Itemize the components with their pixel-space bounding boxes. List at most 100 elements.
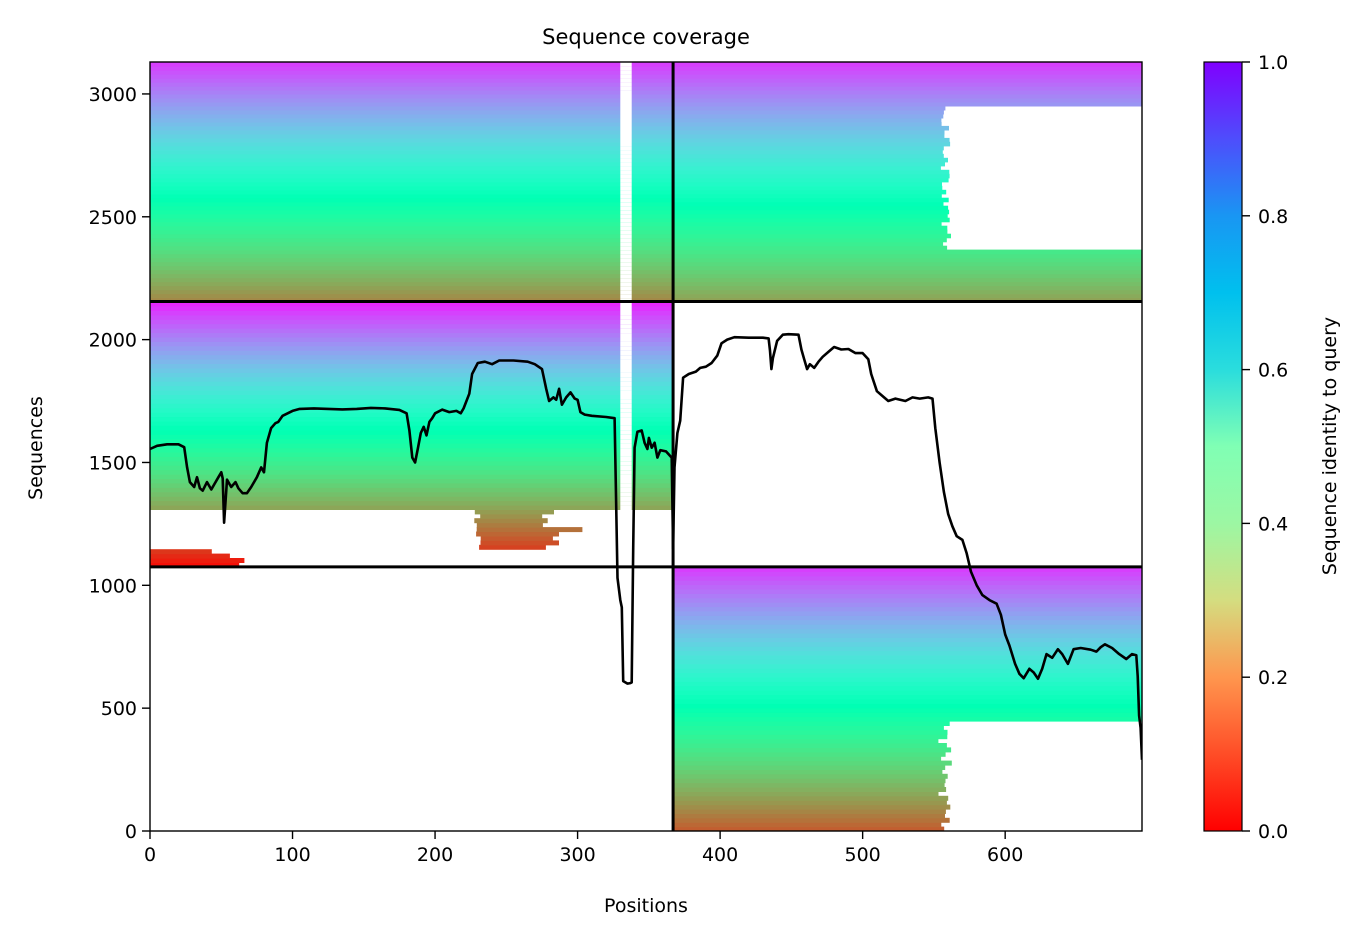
heatmap-gap [620, 125, 632, 131]
heatmap-row [150, 70, 674, 75]
heatmap-row [150, 491, 674, 497]
heatmap-row [673, 165, 941, 171]
heatmap-row [150, 169, 674, 175]
heatmap-row [673, 615, 1142, 621]
heatmap-gap [620, 86, 632, 91]
heatmap-row [673, 70, 1142, 75]
heatmap-row [673, 716, 1142, 722]
heatmap-gap [620, 509, 632, 515]
heatmap-row [476, 522, 543, 528]
heatmap-row [150, 177, 674, 183]
colorbar: 0.0 0.2 0.4 0.6 0.8 1.0 Sequence identity to … [1203, 52, 1341, 843]
heatmap-gap [620, 165, 632, 171]
heatmap-row [673, 153, 944, 159]
heatmap-gap [620, 323, 632, 329]
heatmap-row [673, 593, 1142, 599]
heatmap-gap [620, 181, 632, 187]
heatmap-row [150, 465, 674, 471]
plot-area [150, 62, 1142, 831]
heatmap-gap [620, 549, 632, 555]
heatmap-row [150, 105, 674, 111]
heatmap-row [150, 89, 674, 95]
heatmap-row [673, 773, 948, 779]
heatmap-row [673, 668, 1142, 674]
heatmap-row [673, 765, 946, 770]
heatmap-gap [620, 460, 632, 466]
x-tick-label: 300 [559, 844, 595, 866]
heatmap-row [673, 245, 948, 251]
heatmap-row [673, 809, 946, 814]
x-tick-label: 600 [987, 844, 1023, 866]
heatmap-row [673, 787, 947, 792]
heatmap-gap [620, 117, 632, 123]
heatmap-row [480, 535, 553, 541]
heatmap-row [673, 672, 1142, 678]
heatmap-gap [620, 237, 632, 243]
coverage-line [150, 332, 1142, 760]
heatmap-row [150, 117, 674, 123]
heatmap-row [673, 185, 943, 191]
heatmap-row [673, 619, 1142, 625]
heatmap-row [476, 531, 559, 537]
heatmap-row [673, 297, 1142, 303]
heatmap-row [474, 518, 548, 524]
heatmap-row [673, 707, 1142, 713]
heatmap-row [673, 209, 950, 215]
heatmap-row [150, 496, 674, 502]
heatmap-row [150, 149, 674, 155]
heatmap-row [150, 293, 674, 299]
heatmap-row [673, 161, 945, 167]
heatmap-row [673, 201, 944, 207]
heatmap-row [476, 527, 583, 533]
x-tick-label: 100 [274, 844, 310, 866]
heatmap-row [673, 659, 1142, 665]
heatmap-row [673, 588, 1142, 594]
heatmap-row [150, 474, 674, 479]
heatmap-row [673, 681, 1142, 687]
heatmap-row [673, 826, 945, 831]
heatmap-row [673, 597, 1142, 603]
heatmap-row [150, 161, 674, 167]
heatmap-gap [620, 403, 632, 409]
heatmap-row [150, 245, 674, 251]
heatmap-row [673, 813, 945, 819]
heatmap-row [150, 310, 674, 316]
heatmap-row [673, 566, 1142, 572]
heatmap-gap [620, 478, 632, 484]
heatmap-row [150, 66, 674, 71]
heatmap-gap [620, 328, 632, 334]
y-axis-label: Sequences [25, 396, 47, 500]
heatmap-row [673, 225, 948, 231]
heatmap-row [150, 145, 674, 151]
heatmap-gap [620, 443, 632, 449]
heatmap-gap [620, 193, 632, 199]
heatmap-row [150, 173, 674, 179]
heatmap-row [150, 412, 674, 418]
heatmap-row [673, 602, 1142, 608]
heatmap-gap [620, 469, 632, 475]
heatmap-row [150, 153, 674, 159]
heatmap-row [673, 253, 1142, 259]
heatmap-gap [620, 273, 632, 279]
x-tick-label: 500 [845, 844, 881, 866]
y-tick-label: 2000 [89, 330, 137, 352]
heatmap-row [673, 97, 1142, 103]
heatmap-row [150, 78, 674, 83]
heatmap-gap [620, 253, 632, 259]
heatmap-row [673, 791, 939, 797]
heatmap-row [150, 141, 674, 147]
heatmap-gap [620, 500, 632, 506]
heatmap-gap [620, 350, 632, 356]
heatmap-gap [620, 363, 632, 369]
heatmap-gap [620, 314, 632, 320]
heatmap-gap [620, 285, 632, 291]
heatmap-row [150, 181, 674, 187]
heatmap-row [673, 690, 1142, 696]
heatmap-row [150, 269, 674, 275]
heatmap-row [673, 113, 944, 119]
heatmap-block-chain1-chain2 [673, 62, 1142, 303]
heatmap-row [150, 225, 674, 231]
heatmap-gap [620, 121, 632, 127]
heatmap-row [673, 751, 946, 757]
